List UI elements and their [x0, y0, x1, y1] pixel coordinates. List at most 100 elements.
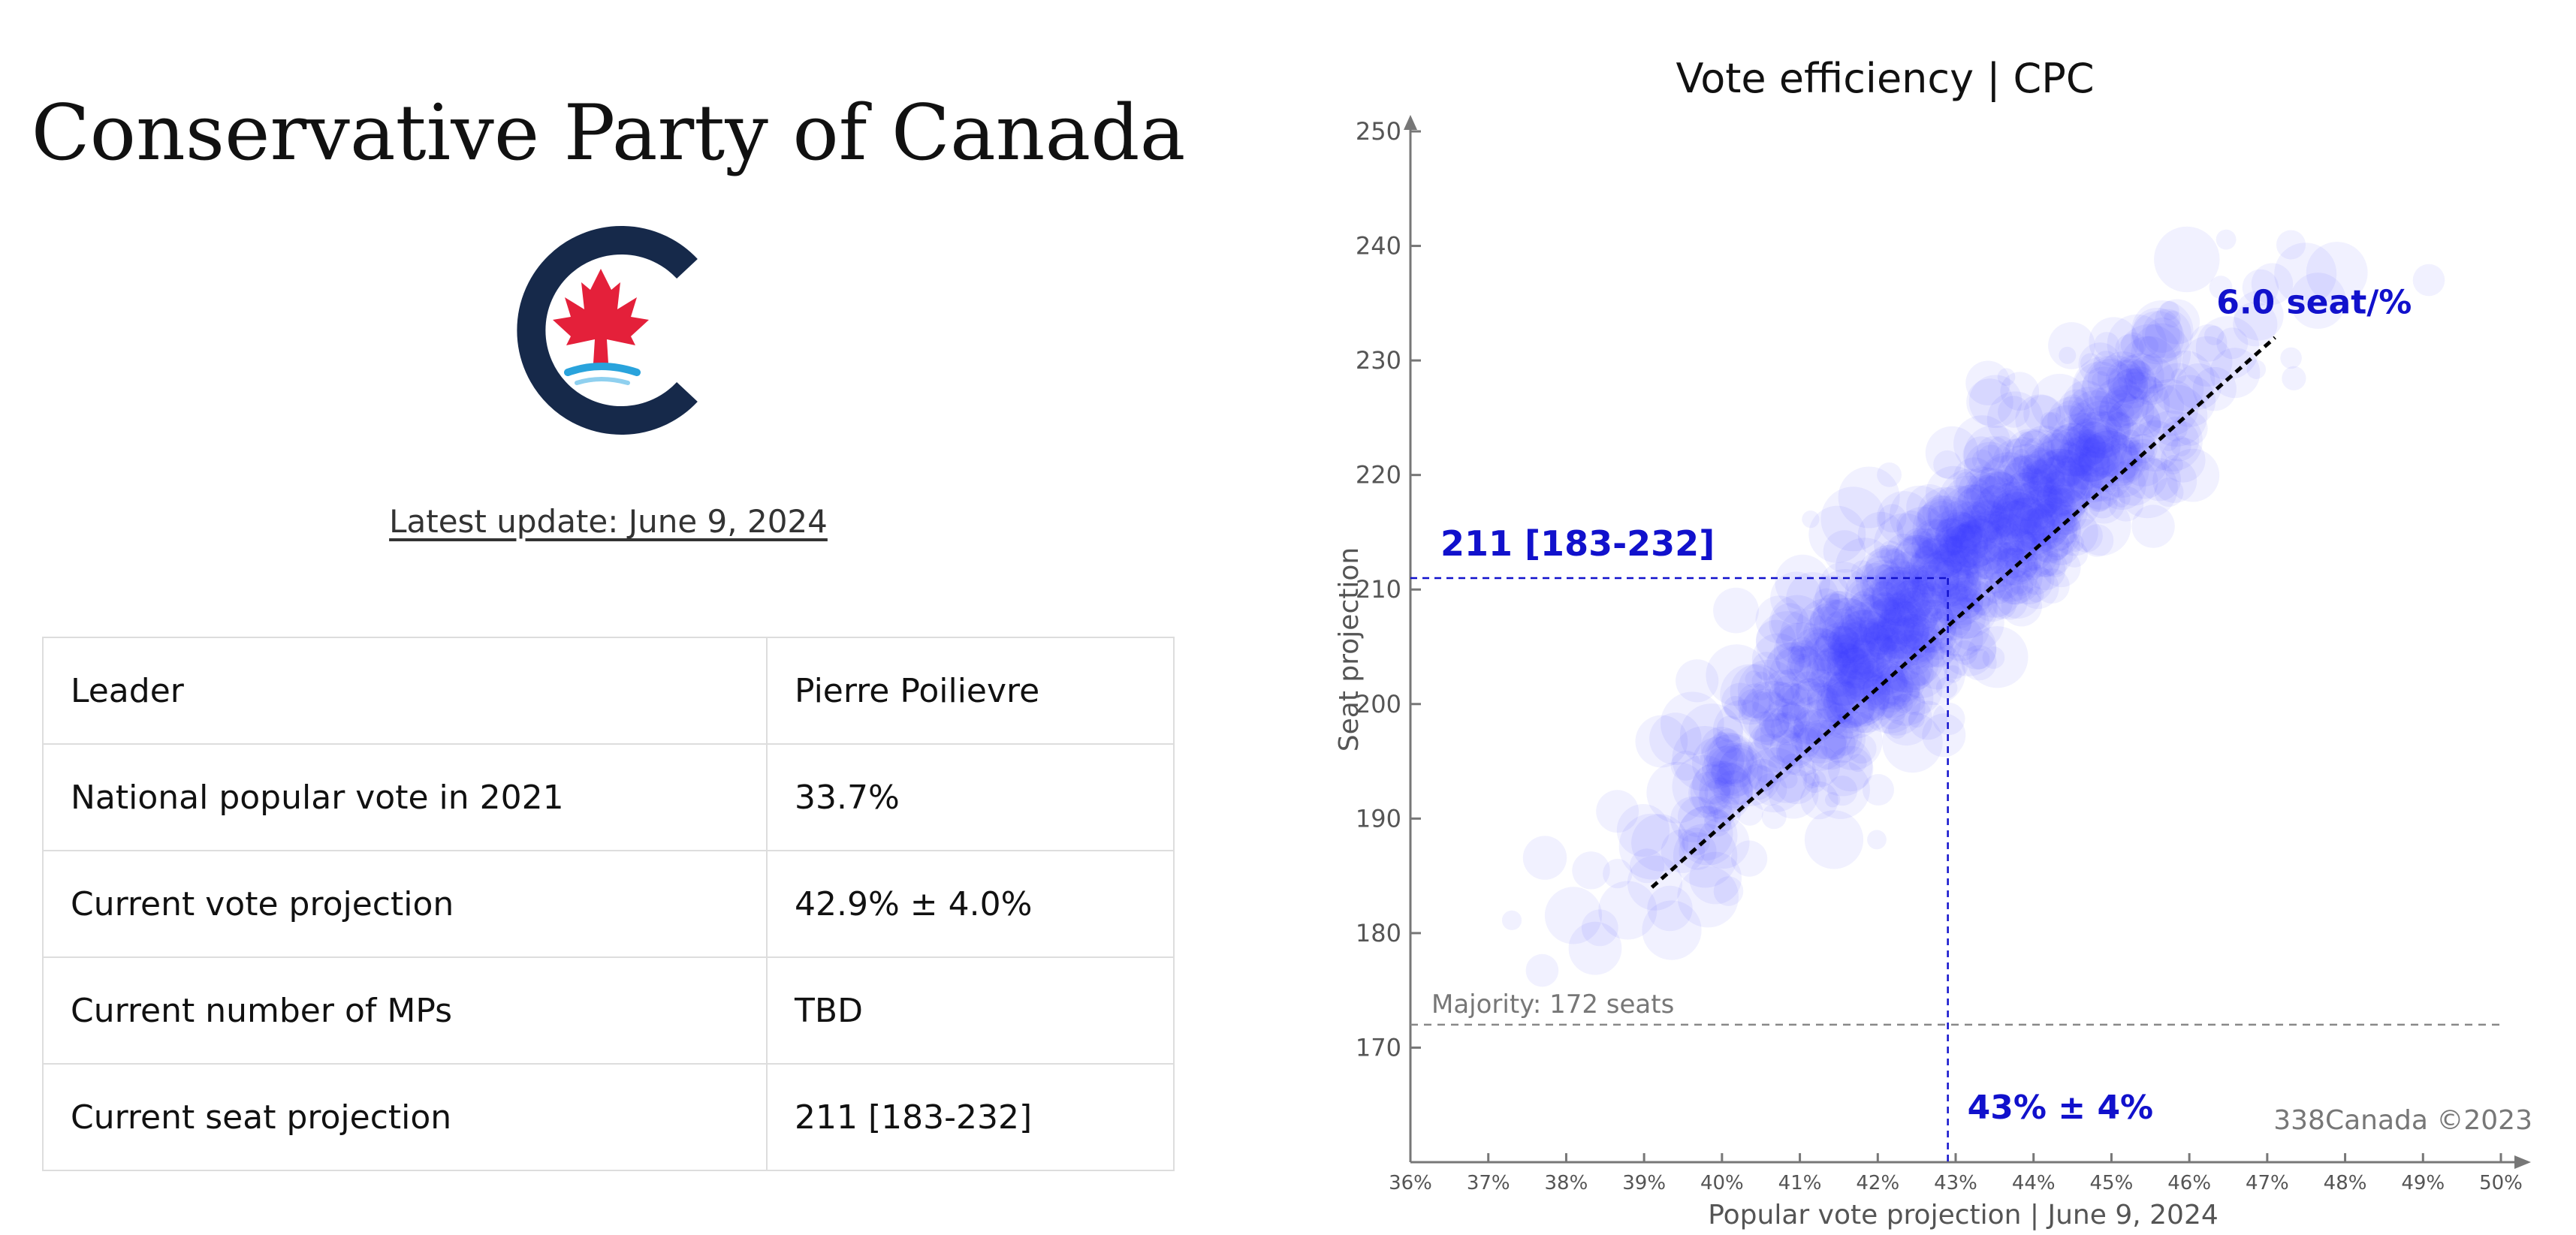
scatter-point	[1741, 681, 1807, 746]
scatter-point	[1908, 564, 1930, 586]
scatter-point	[1946, 593, 2004, 652]
scatter-point	[2042, 429, 2075, 462]
scatter-point	[1825, 792, 1841, 808]
x-tick-label: 49%	[2401, 1172, 2445, 1194]
scatter-point	[2126, 374, 2152, 400]
scatter-point	[1808, 668, 1832, 693]
trend-line	[1650, 336, 2276, 889]
scatter-point	[2011, 508, 2059, 556]
scatter-point	[2049, 444, 2105, 501]
scatter-point	[1826, 665, 1887, 726]
scatter-point	[1805, 632, 1829, 657]
scatter-point	[2094, 332, 2119, 357]
scatter-point	[2038, 405, 2097, 463]
scatter-point	[1816, 679, 1861, 724]
scatter-point	[2139, 414, 2162, 438]
scatter-point	[1802, 511, 1820, 529]
scatter-point	[1956, 556, 2007, 607]
scatter-point	[1833, 647, 1875, 688]
scatter-point	[2022, 459, 2060, 498]
scatter-point	[1893, 537, 1941, 584]
scatter-point	[1896, 590, 1931, 625]
scatter-point	[1992, 546, 2009, 563]
scatter-point	[2047, 423, 2101, 477]
scatter-point	[1709, 739, 1745, 776]
scatter-point	[1995, 491, 2040, 536]
scatter-point	[1721, 682, 1760, 721]
maple-leaf-c-logo	[517, 226, 698, 435]
scatter-point	[1859, 597, 1924, 662]
scatter-point	[2073, 361, 2128, 416]
scatter-point	[2099, 384, 2155, 440]
scatter-point	[1761, 804, 1787, 830]
scatter-point	[1924, 605, 1942, 624]
scatter-point	[2041, 450, 2099, 508]
x-tick-label: 36%	[1389, 1172, 1432, 1194]
scatter-point	[1968, 648, 1990, 670]
scatter-point	[1861, 556, 1902, 596]
scatter-point	[1883, 644, 1905, 665]
scatter-point	[2040, 467, 2057, 483]
maple-leaf	[553, 269, 649, 363]
latest-update-link[interactable]: Latest update: June 9, 2024	[389, 503, 828, 540]
scatter-point	[1525, 953, 1559, 987]
scatter-point	[1856, 594, 1902, 640]
scatter-point	[2141, 353, 2164, 375]
scatter-point	[2137, 458, 2181, 502]
scatter-point	[2204, 325, 2225, 345]
scatter-point	[1748, 718, 1802, 773]
scatter-point	[1983, 514, 2038, 569]
scatter-point	[1911, 570, 1937, 595]
scatter-point	[1982, 646, 2005, 669]
scatter-point	[2131, 300, 2194, 363]
scatter-point	[1942, 592, 1973, 623]
scatter-point	[1872, 592, 1897, 616]
scatter-point	[1941, 581, 1960, 600]
scatter-point	[1678, 796, 1719, 838]
x-tick-label: 42%	[1856, 1172, 1899, 1194]
party-info-table: Leader Pierre Poilievre National popular…	[42, 637, 1175, 1171]
scatter-point	[1884, 580, 1932, 628]
scatter-point	[2162, 416, 2188, 441]
scatter-point	[2042, 518, 2075, 551]
scatter-point	[1755, 595, 1804, 643]
scatter-point	[1827, 776, 1858, 806]
scatter-point	[2019, 504, 2077, 562]
scatter-point	[2043, 553, 2068, 578]
scatter-point	[1890, 567, 1927, 604]
scatter-point	[1912, 639, 1935, 662]
scatter-point	[2004, 456, 2040, 491]
scatter-point	[1720, 664, 1781, 725]
scatter-point	[2017, 453, 2047, 483]
scatter-point	[1827, 746, 1874, 792]
scatter-point	[1817, 714, 1866, 764]
scatter-point	[1781, 701, 1802, 722]
scatter-point	[2066, 534, 2084, 553]
x-tick-label: 45%	[2090, 1172, 2134, 1194]
scatter-point	[1894, 535, 1941, 583]
scatter-point	[1790, 640, 1819, 668]
scatter-point	[1911, 557, 1977, 623]
scatter-point	[1706, 644, 1768, 706]
scatter-point	[1880, 610, 1914, 645]
row-value: 211 [183-232]	[766, 1063, 1175, 1171]
scatter-point	[1959, 538, 1978, 557]
scatter-point	[1911, 634, 1945, 668]
scatter-point	[2075, 433, 2107, 465]
scatter-point	[1989, 567, 2022, 599]
scatter-point	[1823, 711, 1883, 770]
scatter-point	[1925, 637, 1955, 668]
scatter-point	[1838, 466, 1900, 529]
scatter-point	[2041, 488, 2088, 535]
scatter-point	[2412, 264, 2445, 297]
scatter-point	[2280, 347, 2302, 369]
scatter-point	[1703, 793, 1742, 832]
scatter-point	[1906, 565, 1951, 610]
scatter-point	[2097, 351, 2149, 403]
scatter-point	[2152, 363, 2204, 414]
scatter-point	[2159, 300, 2179, 321]
scatter-point	[2154, 350, 2216, 411]
scatter-point	[1943, 533, 1963, 553]
scatter-point	[1882, 613, 1939, 670]
row-value: TBD	[766, 956, 1175, 1065]
